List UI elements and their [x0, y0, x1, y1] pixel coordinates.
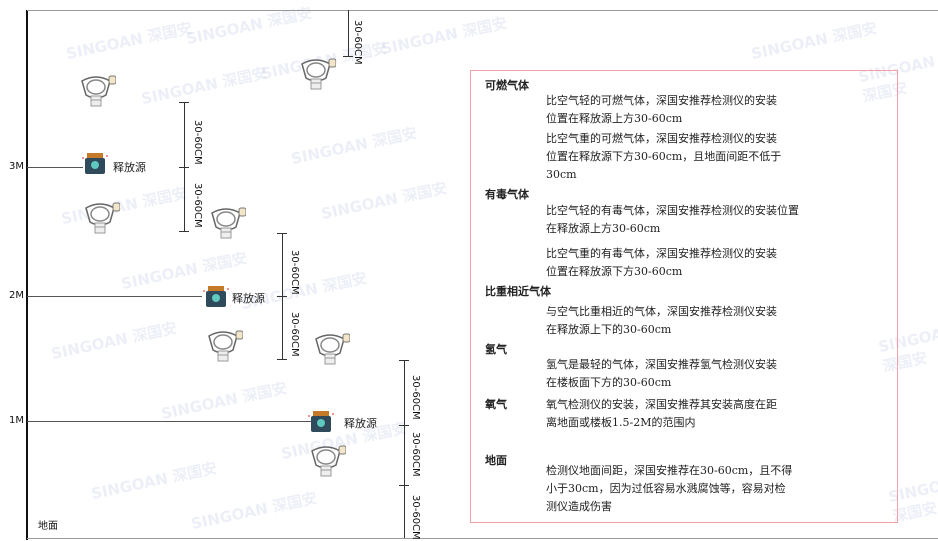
installation-guide-panel: 可燃气体 比空气轻的可燃气体，深国安推荐检测仪的安装 位置在释放源上方30-60…: [470, 70, 898, 523]
section-text: 比空气轻的有毒气体，深国安推荐检测仪的安装位置 在释放源上方30-60cm: [546, 204, 799, 235]
section-title: 氢气: [485, 343, 507, 356]
wall-line: [26, 10, 28, 540]
dimension-label: 30-60CM: [192, 183, 203, 228]
dimension-label: 30-60CM: [289, 312, 300, 357]
release-source-label: 释放源: [232, 292, 265, 305]
section-text: 检测仪地面间距，深国安推荐在30-60cm，且不得 小于30cm，因为过低容易水…: [546, 464, 793, 513]
release-source-icon: [82, 153, 108, 174]
section-text: 氧气检测仪的安装，深国安推荐其安装高度在距 离地面或楼板1.5-2M的范围内: [546, 398, 777, 429]
dimension-label: 30-60CM: [289, 250, 300, 295]
section-text: 与空气比重相近的气体，深国安推荐检测仪安装 在释放源上下的30-60cm: [546, 305, 777, 336]
section-title: 可燃气体: [485, 79, 529, 92]
level-3m-label: 3M: [9, 161, 24, 172]
gas-detector-icon: [211, 207, 246, 239]
level-2m-label: 2M: [9, 290, 24, 301]
level-2m-line: [27, 296, 202, 297]
level-1m-label: 1M: [9, 415, 24, 426]
dimension-label: 30-60CM: [192, 120, 203, 165]
floor-line: [27, 538, 938, 539]
ceiling-line: [27, 10, 938, 11]
level-3m-line: [27, 167, 83, 168]
dimension-line: [404, 360, 405, 538]
release-source-label: 释放源: [113, 161, 146, 174]
section-title: 比重相近气体: [485, 285, 551, 298]
section-text: 氢气是最轻的气体，深国安推荐氢气检测仪安装 在楼板面下方的30-60cm: [546, 358, 777, 389]
dimension-label: 30-60CM: [410, 432, 421, 477]
gas-detector-icon: [301, 58, 336, 90]
dimension-label: 30-60CM: [352, 20, 363, 65]
section-text: 比空气重的有毒气体，深国安推荐检测仪的安装 位置在释放源下方30-60cm: [546, 247, 777, 278]
level-1m-line: [27, 421, 312, 422]
section-text: 比空气轻的可燃气体，深国安推荐检测仪的安装 位置在释放源上方30-60cm: [546, 94, 777, 125]
dimension-label: 30-60CM: [410, 495, 421, 540]
floor-label: 地面: [38, 521, 58, 532]
release-source-icon: [203, 286, 229, 307]
release-source-label: 释放源: [344, 417, 377, 430]
section-title: 氧气: [485, 398, 507, 411]
section-title: 有毒气体: [485, 188, 529, 201]
gas-detector-icon: [208, 330, 243, 362]
gas-detector-icon: [311, 445, 346, 477]
dimension-label: 30-60CM: [410, 375, 421, 420]
gas-detector-icon: [315, 333, 350, 365]
release-source-icon: [308, 411, 334, 432]
section-text: 比空气重的可燃气体，深国安推荐检测仪的安装 位置在释放源下方30-60cm，且地…: [546, 132, 782, 181]
section-title: 地面: [485, 454, 507, 467]
gas-detector-icon: [81, 75, 116, 107]
gas-detector-icon: [85, 202, 120, 234]
